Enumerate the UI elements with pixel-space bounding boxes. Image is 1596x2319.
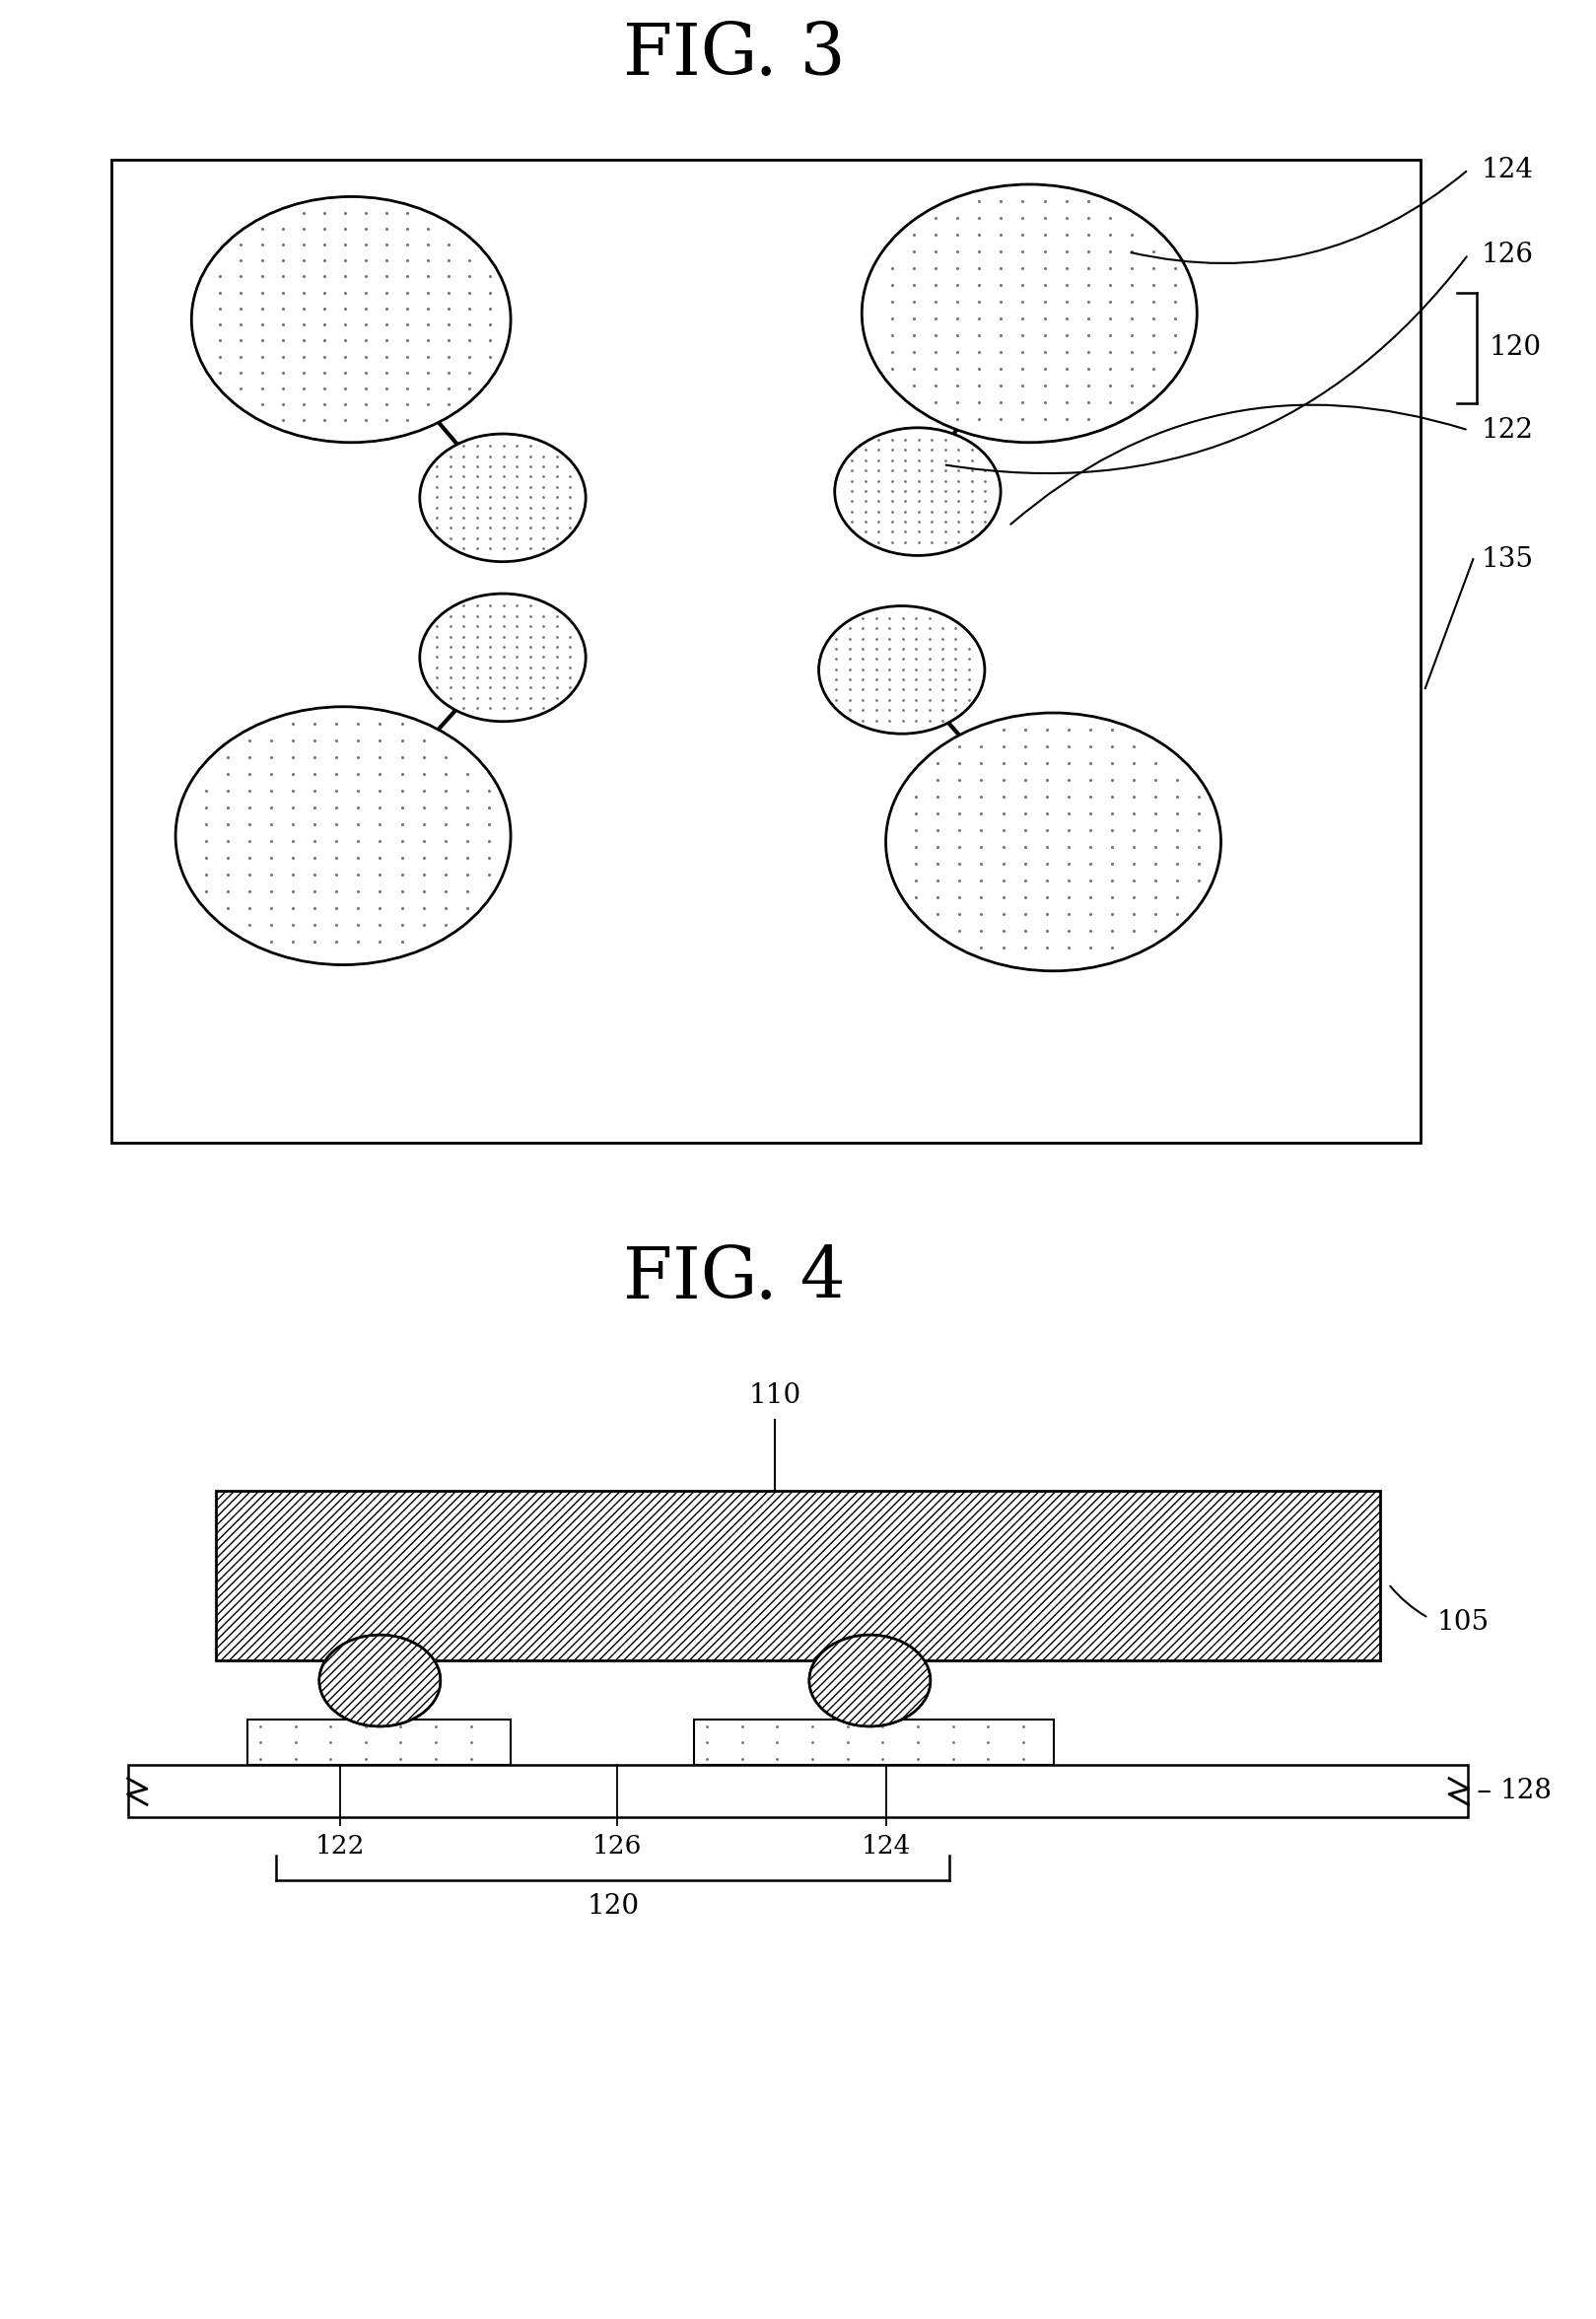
Text: 120: 120 xyxy=(1489,334,1542,362)
Text: 105: 105 xyxy=(1436,1609,1489,1637)
Ellipse shape xyxy=(192,197,511,443)
Text: 128: 128 xyxy=(1500,1779,1553,1804)
Text: 122: 122 xyxy=(1481,417,1534,443)
Text: 135: 135 xyxy=(1481,545,1534,573)
Ellipse shape xyxy=(420,594,586,721)
Text: FIG. 3: FIG. 3 xyxy=(622,21,846,90)
Ellipse shape xyxy=(862,186,1197,443)
Bar xyxy=(128,1765,1468,1818)
Bar xyxy=(694,1721,1053,1765)
Text: FIG. 4: FIG. 4 xyxy=(622,1243,846,1313)
Text: 122: 122 xyxy=(314,1834,365,1858)
Text: 120: 120 xyxy=(587,1892,638,1920)
Ellipse shape xyxy=(319,1635,440,1725)
Ellipse shape xyxy=(176,707,511,965)
Ellipse shape xyxy=(835,427,1001,557)
Text: 110: 110 xyxy=(749,1382,801,1410)
Ellipse shape xyxy=(819,605,985,733)
Bar xyxy=(215,1491,1381,1660)
Text: 124: 124 xyxy=(860,1834,911,1858)
Ellipse shape xyxy=(886,712,1221,972)
Ellipse shape xyxy=(420,434,586,561)
Text: 124: 124 xyxy=(1481,155,1534,183)
Text: 126: 126 xyxy=(1481,241,1534,267)
Bar xyxy=(247,1721,511,1765)
Bar xyxy=(112,160,1420,1143)
Ellipse shape xyxy=(809,1635,930,1725)
Text: 126: 126 xyxy=(592,1834,642,1858)
